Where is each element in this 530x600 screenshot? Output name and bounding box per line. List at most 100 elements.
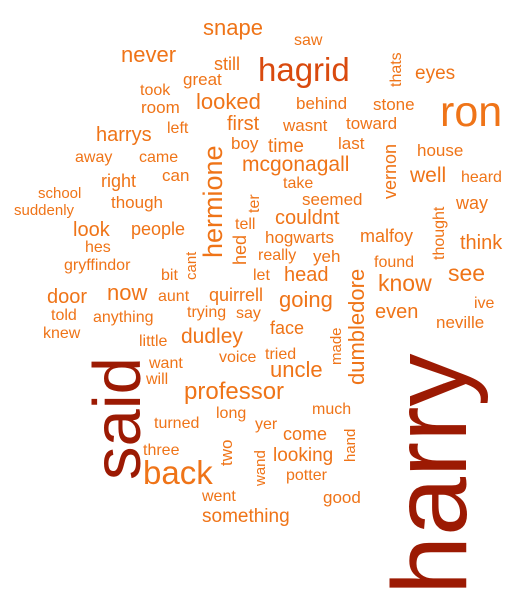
word-hermione: hermione <box>198 145 228 258</box>
word-yer: yer <box>255 416 278 433</box>
word-came: came <box>139 149 179 166</box>
word-dumbledore: dumbledore <box>344 268 369 385</box>
word-professor: professor <box>184 378 285 405</box>
word-tell: tell <box>235 216 256 233</box>
word-long: long <box>216 405 247 422</box>
word-boy: boy <box>231 134 259 153</box>
word-voice: voice <box>219 349 257 366</box>
word-behind: behind <box>296 94 348 113</box>
word-uncle: uncle <box>270 357 323 382</box>
word-gryffindor: gryffindor <box>64 257 131 274</box>
word-time: time <box>268 136 304 157</box>
word-bit: bit <box>161 267 178 284</box>
word-never: never <box>121 42 177 67</box>
word-see: see <box>448 260 486 286</box>
word-eyes: eyes <box>415 63 456 84</box>
word-wasnt: wasnt <box>283 116 328 135</box>
word-harry: harry <box>371 353 489 595</box>
word-really: really <box>258 247 297 264</box>
word-first: first <box>227 113 260 135</box>
word-hes: hes <box>85 239 111 256</box>
word-quirrell: quirrell <box>209 285 264 305</box>
word-thats: thats <box>388 52 405 87</box>
word-even: even <box>375 301 419 323</box>
word-wand: wand <box>252 450 269 486</box>
word-though: though <box>111 193 163 212</box>
word-way: way <box>456 193 489 213</box>
word-heard: heard <box>461 169 502 186</box>
word-want: want <box>149 355 183 372</box>
word-turned: turned <box>154 415 200 432</box>
word-cant: cant <box>183 251 200 280</box>
word-right: right <box>101 171 137 191</box>
word-seemed: seemed <box>302 190 363 209</box>
word-found: found <box>374 254 415 271</box>
word-still: still <box>214 54 240 74</box>
word-people: people <box>131 219 186 239</box>
word-neville: neville <box>436 313 485 332</box>
word-hed: hed <box>230 234 250 265</box>
word-let: let <box>253 267 270 284</box>
word-room: room <box>141 98 180 117</box>
word-made: made <box>328 327 345 365</box>
word-can: can <box>162 166 190 185</box>
word-harrys: harrys <box>96 124 152 146</box>
word-trying: trying <box>187 304 227 321</box>
word-great: great <box>183 70 222 89</box>
word-will: will <box>146 371 169 388</box>
word-looked: looked <box>196 89 261 114</box>
word-take: take <box>283 175 314 192</box>
word-ive: ive <box>474 295 495 312</box>
word-good: good <box>323 488 361 507</box>
word-much: much <box>312 401 352 418</box>
word-thought: thought <box>431 206 448 260</box>
word-away: away <box>75 149 113 166</box>
word-back: back <box>143 454 213 491</box>
word-something: something <box>202 506 290 527</box>
word-door: door <box>47 286 88 308</box>
word-toward: toward <box>346 114 398 133</box>
word-say: say <box>236 305 261 322</box>
word-potter: potter <box>286 467 327 484</box>
word-looking: looking <box>273 445 334 466</box>
word-aunt: aunt <box>158 288 190 305</box>
word-anything: anything <box>93 309 154 326</box>
word-face: face <box>270 318 305 338</box>
word-two: two <box>217 439 236 466</box>
word-dudley: dudley <box>181 325 243 348</box>
word-last: last <box>338 134 365 153</box>
word-tried: tried <box>265 346 297 363</box>
word-snape: snape <box>203 15 263 40</box>
word-three: three <box>143 442 180 459</box>
word-school: school <box>38 185 82 202</box>
word-went: went <box>202 488 236 505</box>
word-hogwarts: hogwarts <box>265 228 334 247</box>
word-suddenly: suddenly <box>14 202 75 219</box>
word-going: going <box>279 287 333 312</box>
word-mcgonagall: mcgonagall <box>242 153 350 176</box>
word-come: come <box>283 424 328 444</box>
word-knew: knew <box>43 325 81 342</box>
word-stone: stone <box>373 95 415 114</box>
word-head: head <box>284 264 329 286</box>
word-took: took <box>140 82 171 99</box>
word-left: left <box>167 120 189 137</box>
word-ter: ter <box>246 194 263 213</box>
word-hand: hand <box>342 428 359 462</box>
word-told: told <box>51 307 77 324</box>
word-think: think <box>460 232 503 254</box>
word-saw: saw <box>294 32 323 49</box>
word-well: well <box>410 164 447 187</box>
word-house: house <box>417 141 464 160</box>
word-look: look <box>73 219 110 241</box>
word-little: little <box>139 333 168 350</box>
word-malfoy: malfoy <box>360 226 414 246</box>
word-couldnt: couldnt <box>275 207 340 229</box>
word-know: know <box>378 270 432 296</box>
word-vernon: vernon <box>380 143 400 199</box>
word-hagrid: hagrid <box>258 51 350 88</box>
word-said: said <box>80 357 155 480</box>
word-ron: ron <box>440 88 503 136</box>
word-now: now <box>107 280 148 305</box>
